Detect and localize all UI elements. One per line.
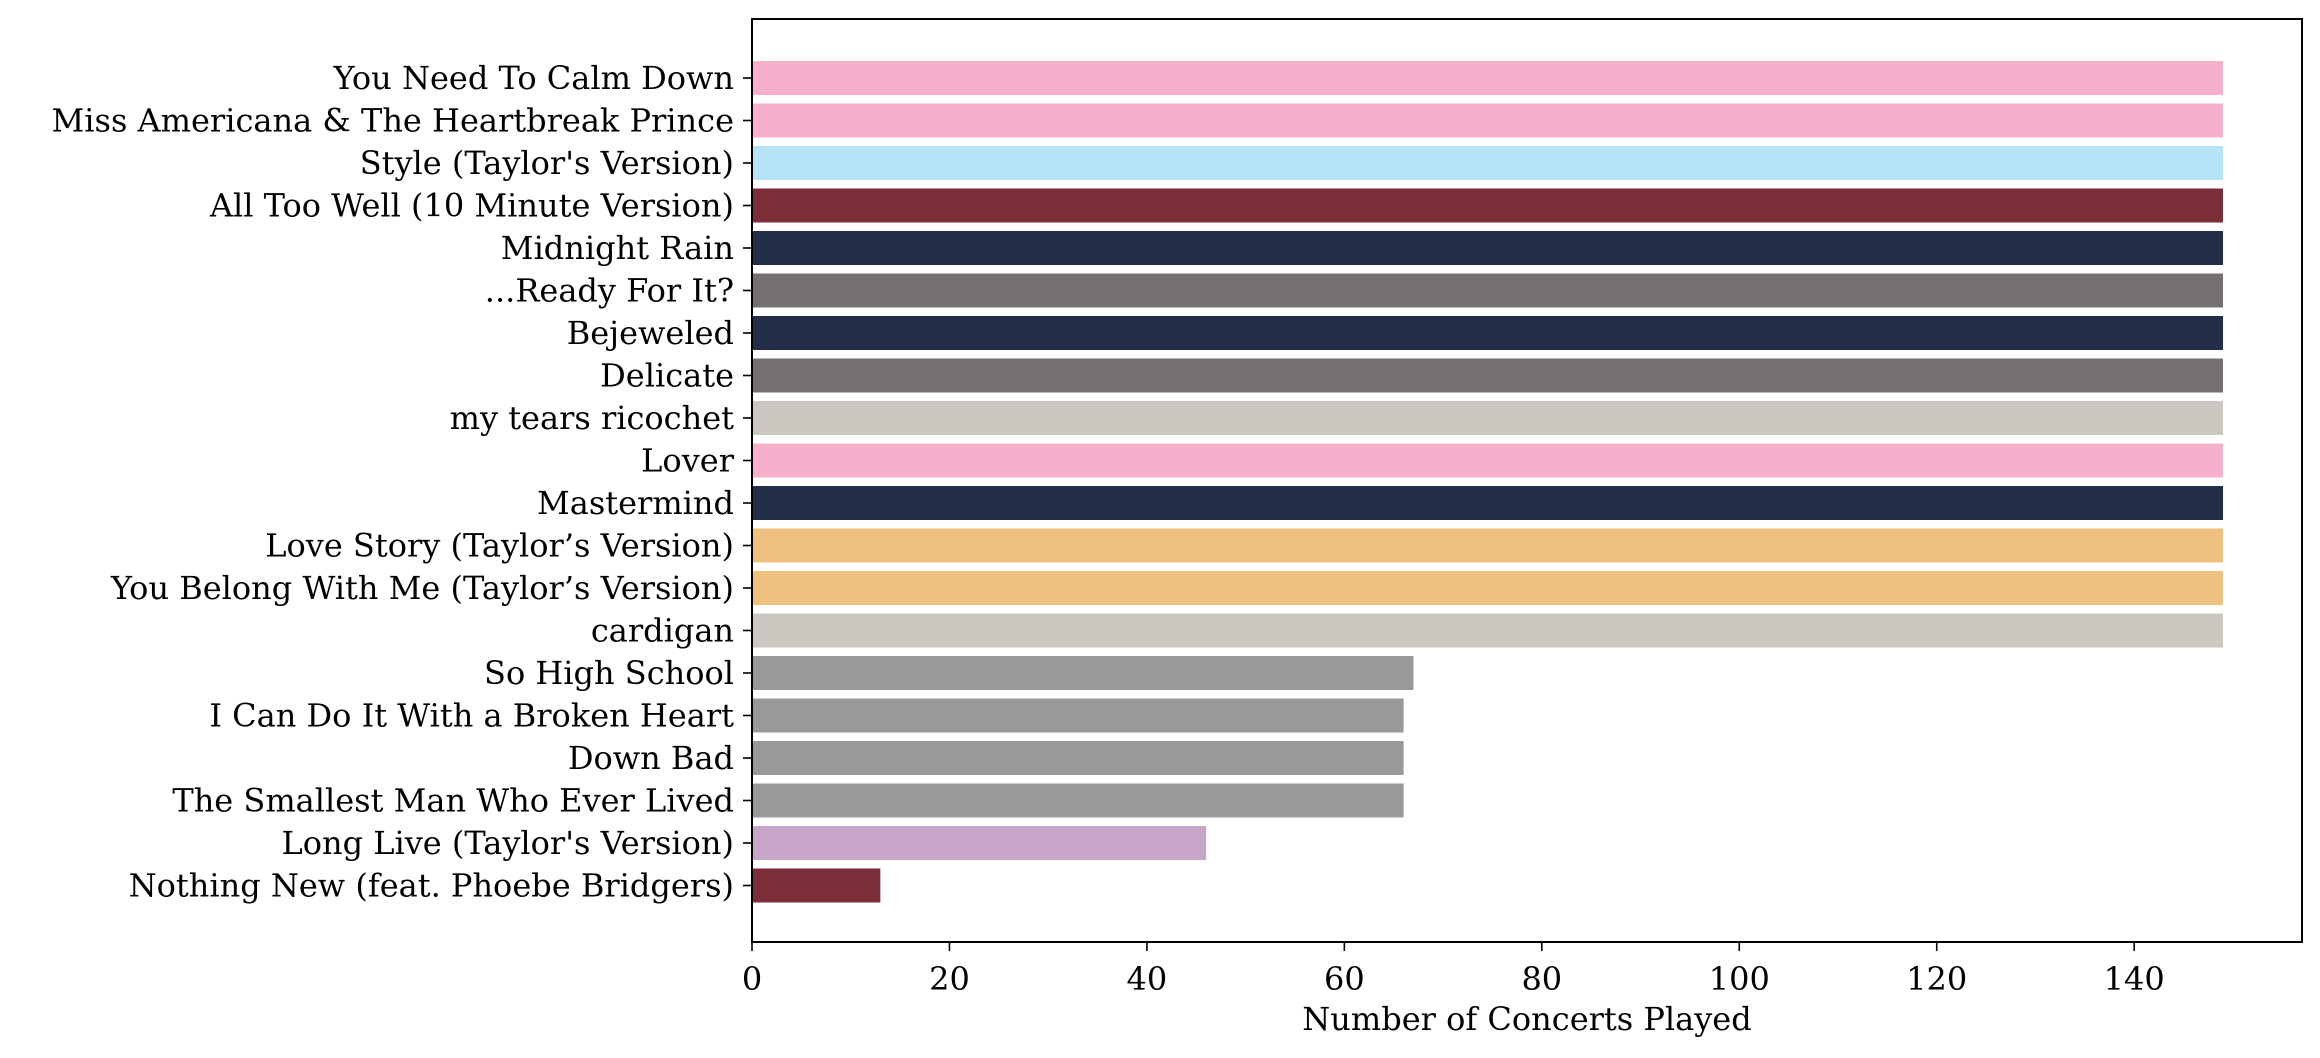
bar [752,656,1414,690]
y-tick-label: Nothing New (feat. Phoebe Bridgers) [129,867,734,905]
x-tick-label: 60 [1324,960,1365,998]
bars-group [752,61,2224,903]
bar [752,231,2224,265]
bar [752,443,2224,478]
bar [752,61,2224,95]
y-tick-label: Delicate [600,357,734,395]
y-tick-label: Lover [641,442,735,480]
bar [752,613,2224,648]
bar [752,188,2224,223]
bar [752,358,2224,393]
bar [752,698,1404,733]
bar [752,103,2224,138]
y-tick-label: All Too Well (10 Minute Version) [209,187,734,225]
y-tick-label: So High School [484,654,734,692]
y-tick-label: Love Story (Taylor’s Version) [265,527,734,565]
y-tick-label: You Belong With Me (Taylor’s Version) [110,569,734,607]
y-tick-label: Long Live (Taylor's Version) [281,824,734,862]
plot-frame [751,18,2303,943]
x-tick-label: 120 [1906,960,1967,998]
y-tick-label: my tears ricochet [450,399,735,437]
y-tick-label: Mastermind [537,484,734,522]
x-tick-label: 80 [1521,960,1562,998]
bar [752,273,2224,308]
y-tick-label: Down Bad [568,739,734,777]
bar [752,528,2224,563]
y-tick-label: I Can Do It With a Broken Heart [209,697,734,735]
y-tick-marks [743,77,752,887]
bar [752,316,2224,350]
y-tick-labels: You Need To Calm Down Miss Americana & Th… [52,59,735,905]
y-tick-label: Miss Americana & The Heartbreak Prince [52,102,734,140]
bar [752,868,881,903]
x-tick-label: 100 [1709,960,1770,998]
x-tick-label: 20 [929,960,970,998]
bar [752,571,2224,605]
y-tick-label: cardigan [591,612,734,650]
y-tick-label: The Smallest Man Who Ever Lived [172,782,734,820]
y-tick-label: Style (Taylor's Version) [360,144,734,182]
bar [752,741,1404,775]
bar [752,401,2224,435]
x-tick-label: 140 [2104,960,2165,998]
bar [752,826,1207,860]
y-tick-label: Midnight Rain [501,229,734,267]
y-tick-label: ...Ready For It? [485,272,734,310]
bar [752,486,2224,520]
x-ticks-group: 0 20 40 60 80 100 120 140 [742,942,2165,998]
x-tick-label: 40 [1127,960,1168,998]
y-tick-label: You Need To Calm Down [333,59,734,97]
bar [752,783,1404,818]
bar [752,146,2224,180]
x-tick-label: 0 [742,960,762,998]
y-tick-label: Bejeweled [567,314,734,352]
x-axis-label: Number of Concerts Played [1302,1000,1751,1038]
